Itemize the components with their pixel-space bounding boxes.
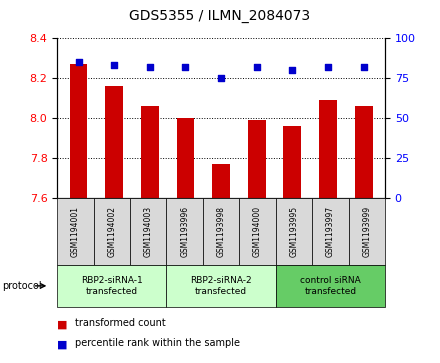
- Point: [218, 75, 225, 81]
- Text: GSM1193997: GSM1193997: [326, 206, 335, 257]
- Text: GSM1193995: GSM1193995: [290, 206, 298, 257]
- Bar: [319, 100, 337, 198]
- Point: [182, 64, 189, 70]
- Point: [147, 64, 154, 70]
- Bar: [141, 106, 159, 198]
- Point: [324, 64, 331, 70]
- Text: percentile rank within the sample: percentile rank within the sample: [75, 338, 240, 348]
- Bar: [355, 106, 373, 198]
- Text: ■: ■: [57, 339, 68, 350]
- Text: control siRNA
transfected: control siRNA transfected: [300, 276, 361, 295]
- Text: transformed count: transformed count: [75, 318, 165, 328]
- Text: GSM1193996: GSM1193996: [180, 206, 189, 257]
- Point: [253, 64, 260, 70]
- Point: [289, 67, 296, 73]
- Text: GSM1193999: GSM1193999: [362, 206, 371, 257]
- Bar: [176, 118, 194, 198]
- Text: GSM1194003: GSM1194003: [144, 206, 153, 257]
- Text: protocol: protocol: [2, 281, 42, 291]
- Point: [111, 62, 118, 68]
- Bar: [105, 86, 123, 198]
- Text: GDS5355 / ILMN_2084073: GDS5355 / ILMN_2084073: [129, 9, 311, 23]
- Text: GSM1194001: GSM1194001: [71, 206, 80, 257]
- Text: GSM1194000: GSM1194000: [253, 206, 262, 257]
- Bar: [70, 64, 88, 198]
- Text: RBP2-siRNA-2
transfected: RBP2-siRNA-2 transfected: [190, 276, 252, 295]
- Text: ■: ■: [57, 319, 68, 330]
- Bar: [248, 120, 266, 198]
- Text: GSM1194002: GSM1194002: [107, 206, 116, 257]
- Point: [75, 59, 82, 65]
- Bar: [283, 126, 301, 198]
- Text: GSM1193998: GSM1193998: [216, 206, 226, 257]
- Bar: [212, 164, 230, 198]
- Point: [360, 64, 367, 70]
- Text: RBP2-siRNA-1
transfected: RBP2-siRNA-1 transfected: [81, 276, 143, 295]
